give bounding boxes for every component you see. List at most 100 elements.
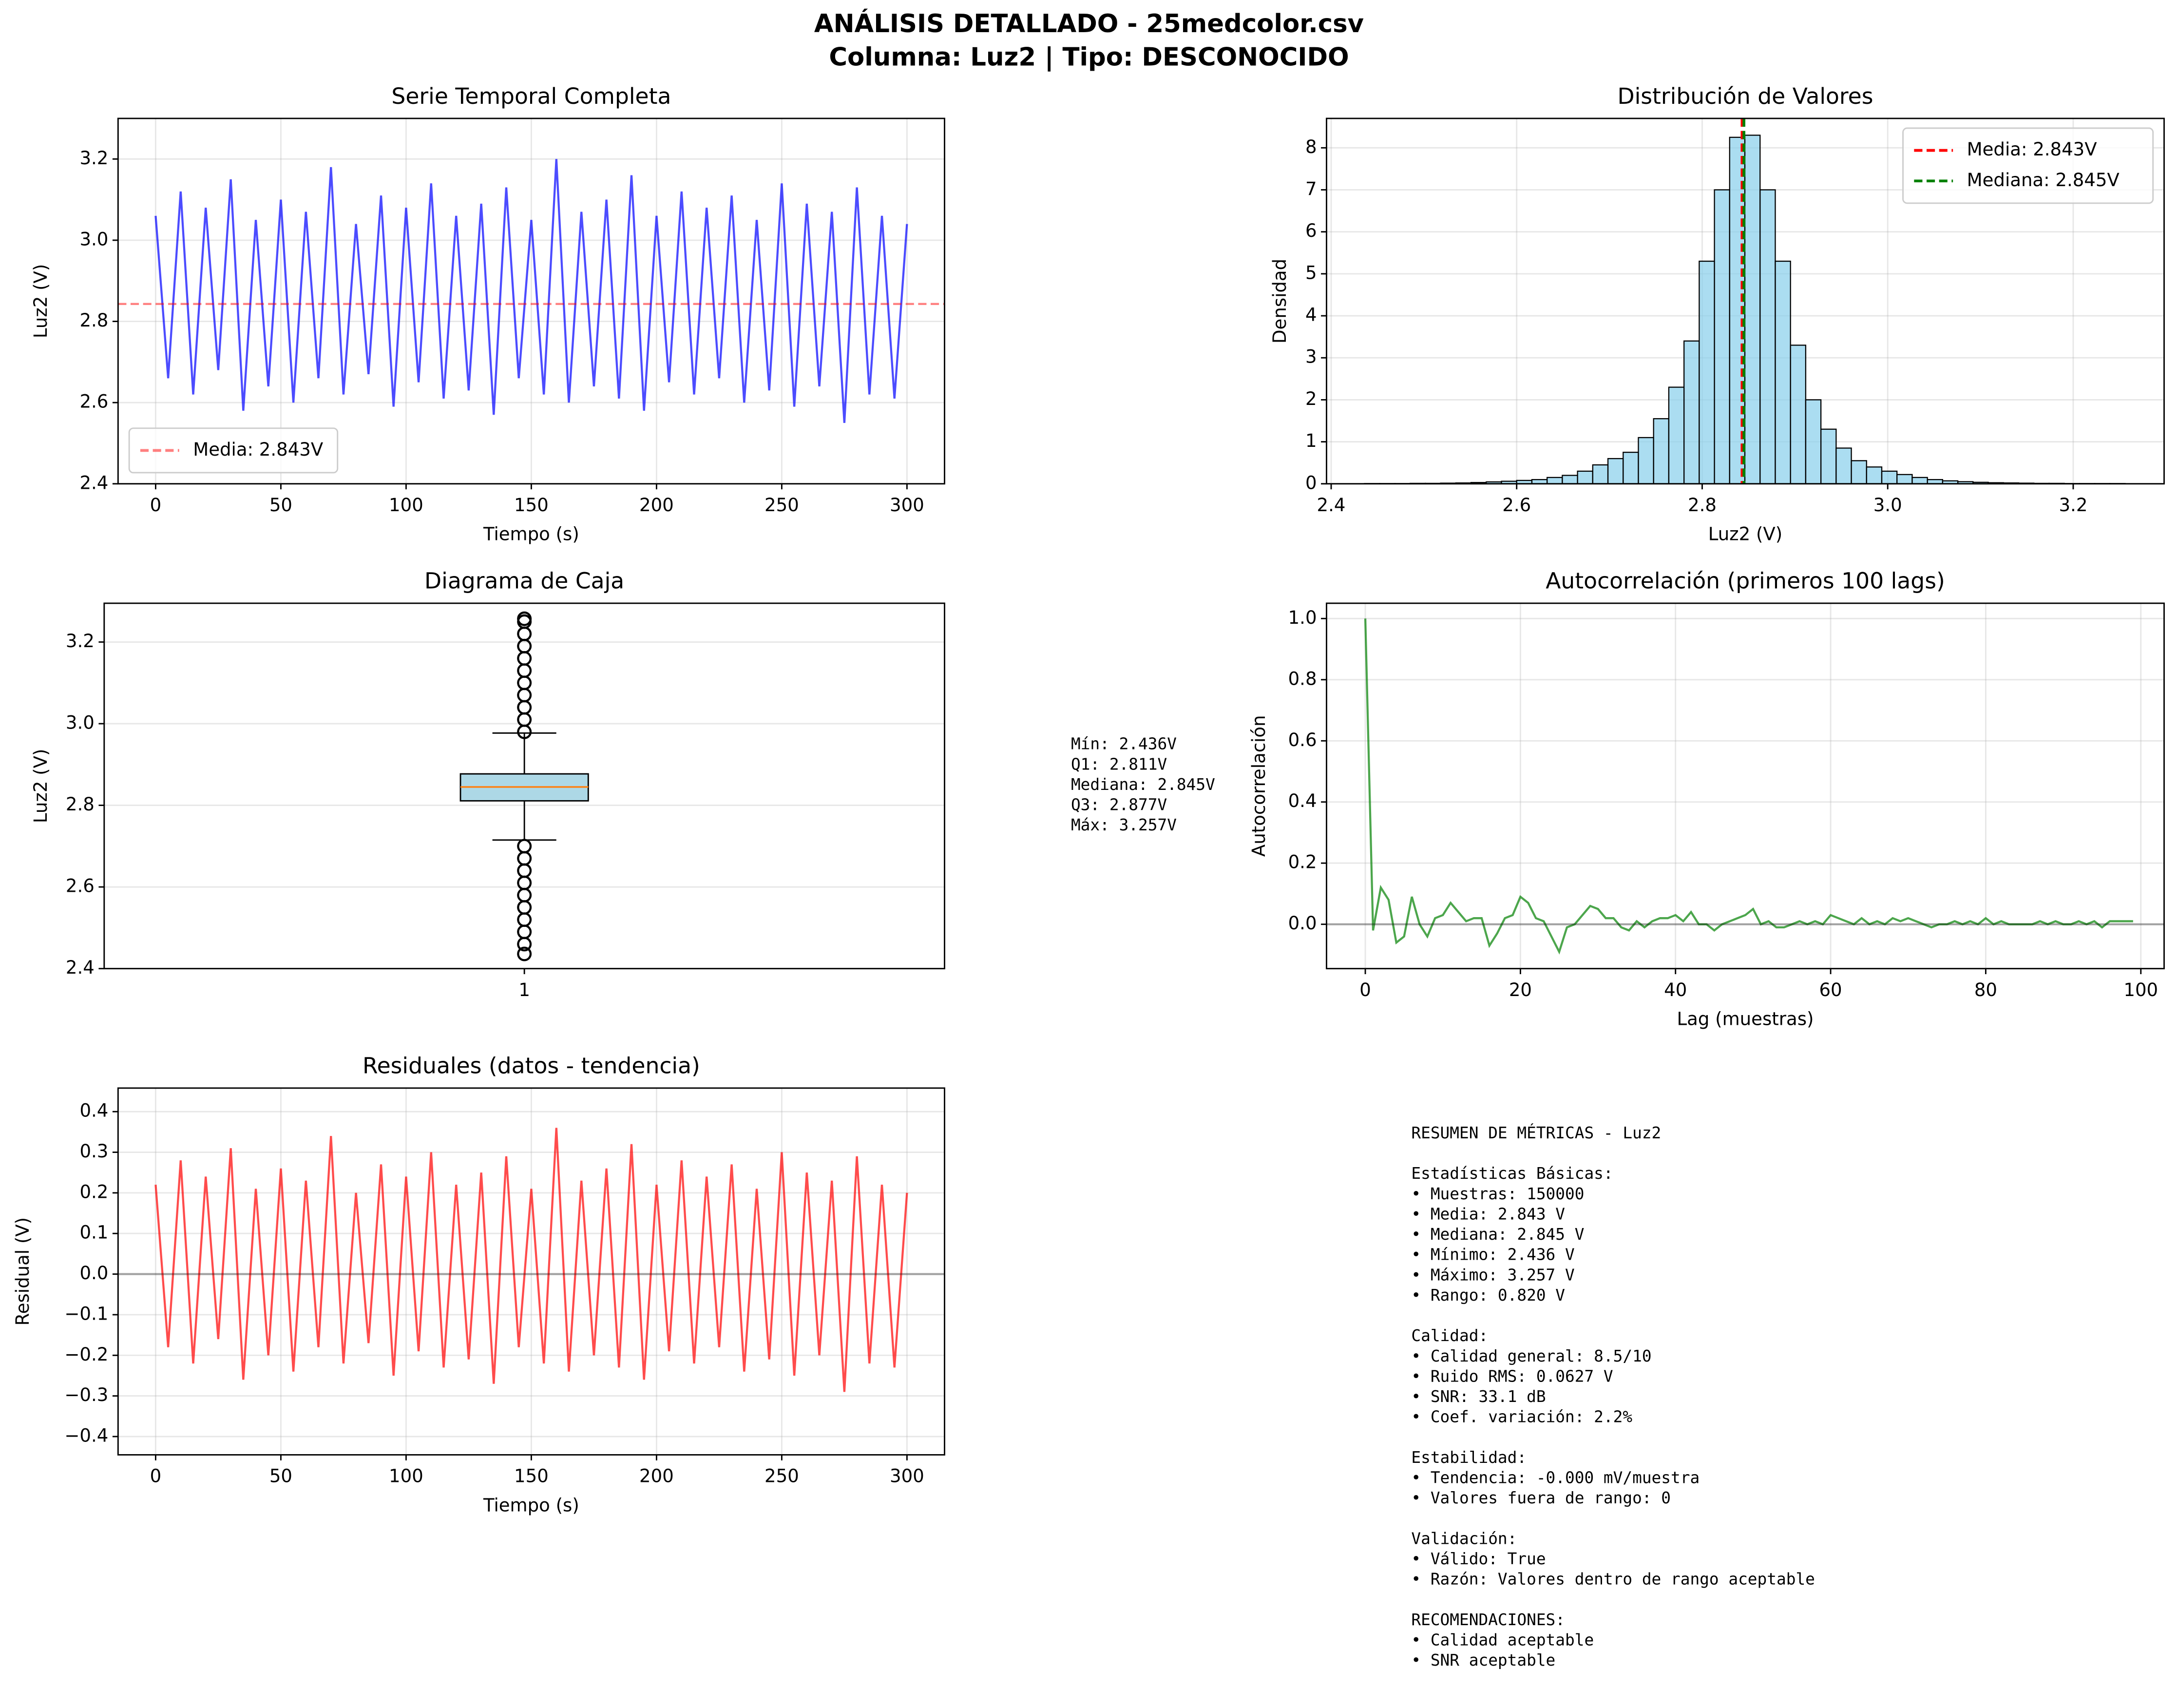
summary-text: • SNR aceptable xyxy=(1411,1651,1555,1670)
summary-text: • Calidad aceptable xyxy=(1411,1631,1594,1649)
summary-text: Validación: xyxy=(1411,1529,1517,1548)
summary-text: • Valores fuera de rango: 0 xyxy=(1411,1489,1671,1507)
y-tick-label: 6 xyxy=(1305,220,1317,241)
y-tick-label: 8 xyxy=(1305,136,1317,157)
summary-text: • Coef. variación: 2.2% xyxy=(1411,1408,1632,1426)
y-tick-label: 2.6 xyxy=(66,876,95,897)
x-tick-label: 2.4 xyxy=(1317,495,1346,516)
histogram-bar xyxy=(1805,399,1822,484)
outlier xyxy=(517,946,532,961)
x-tick-label: 3.2 xyxy=(2059,495,2087,516)
summary-text: RECOMENDACIONES: xyxy=(1411,1611,1565,1629)
figure-subtitle: Columna: Luz2 | Tipo: DESCONOCIDO xyxy=(829,42,1349,72)
legend-label: Media: 2.843V xyxy=(193,439,324,460)
y-tick-label: 0.8 xyxy=(1288,668,1317,689)
histogram-bar xyxy=(1592,464,1609,484)
chart-title: Autocorrelación (primeros 100 lags) xyxy=(1546,568,1945,594)
x-tick-label: 300 xyxy=(890,1466,924,1487)
histogram-bar xyxy=(1577,470,1593,484)
histogram-bar xyxy=(1638,437,1654,484)
x-tick-label: 50 xyxy=(269,495,292,516)
x-tick-label: 300 xyxy=(890,495,924,516)
y-tick-label: 0.6 xyxy=(1288,729,1317,750)
histogram-bar xyxy=(1775,260,1791,484)
y-tick-label: 2.8 xyxy=(66,794,95,815)
x-tick-label: 3.0 xyxy=(1873,495,1902,516)
y-tick-label: 3.2 xyxy=(66,631,95,652)
summary-text: • Ruido RMS: 0.0627 V xyxy=(1411,1367,1613,1385)
summary-text: Estabilidad: xyxy=(1411,1448,1527,1467)
histogram-bar xyxy=(1866,466,1883,484)
y-tick-label: 1 xyxy=(1305,430,1317,451)
y-axis-label: Densidad xyxy=(1269,259,1290,344)
x-tick-label: 200 xyxy=(639,495,674,516)
x-tick-label: 1 xyxy=(518,979,530,1000)
y-tick-label: 0 xyxy=(1305,472,1317,493)
x-tick-label: 100 xyxy=(389,495,423,516)
x-tick-label: 0 xyxy=(150,1466,162,1487)
y-tick-label: 0.4 xyxy=(1288,790,1317,811)
chart-title: Diagrama de Caja xyxy=(424,568,624,594)
summary-text: • Calidad general: 8.5/10 xyxy=(1411,1347,1651,1365)
y-tick-label: 3.0 xyxy=(66,712,95,733)
x-tick-label: 0 xyxy=(1359,979,1371,1000)
x-axis-label: Tiempo (s) xyxy=(483,524,579,545)
x-tick-label: 200 xyxy=(639,1466,674,1487)
y-tick-label: 1.0 xyxy=(1288,607,1317,628)
summary-text: • Mínimo: 2.436 V xyxy=(1411,1246,1574,1264)
histogram-bar xyxy=(1562,475,1578,484)
x-tick-label: 250 xyxy=(764,495,799,516)
y-tick-label: 0.3 xyxy=(79,1141,108,1162)
x-axis-label: Tiempo (s) xyxy=(483,1495,579,1516)
y-tick-label: 2.4 xyxy=(66,957,95,978)
histogram-bar xyxy=(1547,477,1563,484)
x-tick-label: 100 xyxy=(2123,979,2158,1000)
y-tick-label: −0.1 xyxy=(64,1303,108,1324)
x-tick-label: 150 xyxy=(514,495,549,516)
x-tick-label: 100 xyxy=(389,1466,423,1487)
legend-box xyxy=(1902,127,2154,204)
y-tick-label: 3 xyxy=(1305,346,1317,367)
histogram-bar xyxy=(1820,428,1837,484)
x-tick-label: 2.6 xyxy=(1502,495,1531,516)
y-tick-label: 2.8 xyxy=(79,310,108,331)
data-line xyxy=(1364,618,2133,955)
y-axis-label: Residual (V) xyxy=(12,1217,33,1325)
x-tick-label: 80 xyxy=(1974,979,1997,1000)
y-tick-label: 3.2 xyxy=(79,148,108,169)
figure-title: ANÁLISIS DETALLADO - 25medcolor.csv xyxy=(814,9,1364,38)
summary-text: • Tendencia: -0.000 mV/muestra xyxy=(1411,1468,1700,1487)
histogram-bar xyxy=(1911,477,1928,484)
x-tick-label: 250 xyxy=(764,1466,799,1487)
y-tick-label: 0.1 xyxy=(79,1222,108,1243)
histogram-bar xyxy=(1668,386,1685,484)
axes-frame xyxy=(103,602,945,970)
y-tick-label: 2.6 xyxy=(79,391,108,412)
x-tick-label: 2.8 xyxy=(1688,495,1717,516)
y-tick-label: 5 xyxy=(1305,262,1317,283)
y-tick-label: 4 xyxy=(1305,305,1317,326)
x-tick-label: 50 xyxy=(269,1466,292,1487)
y-tick-label: 2 xyxy=(1305,388,1317,409)
chart-title: Serie Temporal Completa xyxy=(391,83,671,109)
chart-title: Distribución de Valores xyxy=(1617,83,1873,109)
y-tick-label: −0.3 xyxy=(64,1384,108,1405)
x-axis-label: Lag (muestras) xyxy=(1677,1009,1814,1030)
x-axis-label: Luz2 (V) xyxy=(1708,524,1783,545)
y-tick-label: 7 xyxy=(1305,178,1317,199)
legend-label: Mediana: 2.845V xyxy=(1967,170,2120,191)
x-tick-label: 40 xyxy=(1664,979,1687,1000)
histogram-bar xyxy=(1896,474,1913,484)
histogram-bar xyxy=(1790,345,1807,484)
legend-box xyxy=(128,427,339,474)
stats-text: Q1: 2.811V xyxy=(1071,755,1167,773)
y-tick-label: 3.0 xyxy=(79,229,108,249)
x-tick-label: 150 xyxy=(514,1466,549,1487)
histogram-bar xyxy=(1683,340,1700,484)
y-tick-label: 0.0 xyxy=(1288,913,1317,934)
legend-label: Media: 2.843V xyxy=(1967,139,2098,160)
summary-text: Estadísticas Básicas: xyxy=(1411,1164,1613,1183)
histogram-bar xyxy=(1653,418,1670,484)
histogram-bar xyxy=(1744,134,1761,484)
